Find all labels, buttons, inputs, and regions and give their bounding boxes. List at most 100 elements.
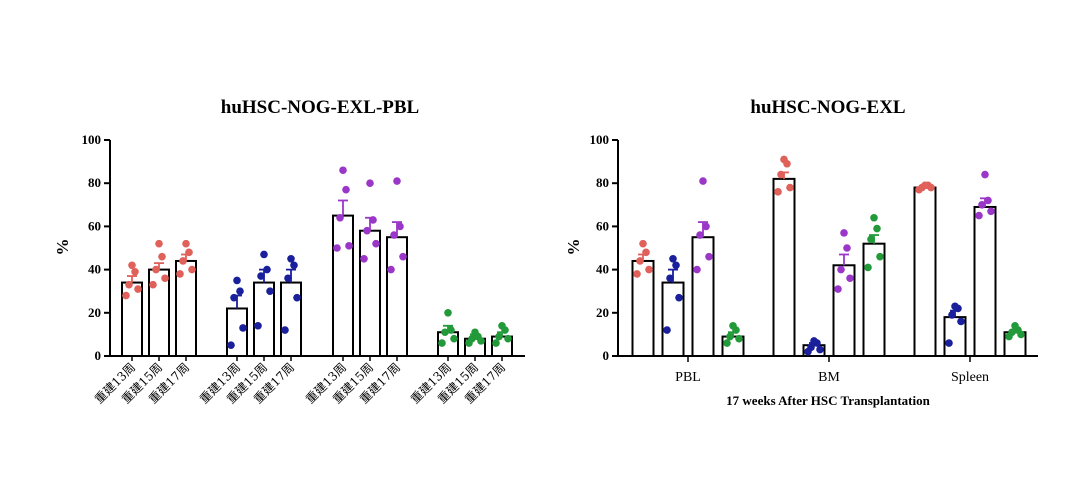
chart-1-data-point <box>372 239 380 248</box>
chart-1-data-point <box>287 254 295 263</box>
chart-2-data-point <box>843 244 851 252</box>
chart-1-data-point <box>339 166 347 175</box>
chart-2-data-point <box>642 248 650 257</box>
chart-2-data-point <box>702 222 710 231</box>
chart-1-data-point <box>390 231 398 239</box>
chart-1-data-point <box>441 328 449 337</box>
chart-2-data-point <box>735 334 743 343</box>
chart-2-data-point <box>921 181 929 190</box>
chart-1-data-point <box>366 179 374 187</box>
chart-1-data-point <box>393 177 401 185</box>
chart-1-data-point <box>399 252 407 261</box>
chart-1-bar <box>359 229 381 357</box>
chart-1-y-tick-label: 40 <box>88 262 101 277</box>
chart-2-data-point <box>705 252 713 261</box>
chart-2-y-tick-label: 20 <box>596 305 609 320</box>
chart-2-data-point <box>774 188 782 196</box>
chart-2-data-point <box>726 332 734 341</box>
chart-1-data-point <box>363 226 371 235</box>
chart-1-data-point <box>179 257 187 265</box>
chart-2-data-point <box>666 274 674 283</box>
chart-2-data-point <box>663 326 671 334</box>
chart-2-data-point <box>864 263 872 272</box>
chart-2: huHSC-NOG-EXL % 17 weeks After HSC Trans… <box>564 97 1038 408</box>
chart-1-bar <box>332 214 354 357</box>
chart-2-data-point <box>867 235 875 244</box>
chart-2-data-point <box>834 285 842 293</box>
chart-2-y-tick-label: 80 <box>596 175 609 190</box>
chart-1-data-point <box>254 321 262 330</box>
chart-2-data-point <box>876 252 884 261</box>
chart-1-data-point <box>185 248 193 257</box>
chart-2-data-point <box>1008 328 1016 337</box>
chart-1-data-point <box>233 276 241 285</box>
chart-1-title: huHSC-NOG-EXL-PBL <box>221 97 419 118</box>
chart-1-ylabel: % <box>53 239 72 256</box>
chart-2-data-point <box>975 211 983 220</box>
chart-1-data-point <box>492 339 500 347</box>
chart-1-data-point <box>336 213 344 222</box>
chart-1-data-point <box>281 326 289 334</box>
chart-1-data-point <box>176 270 184 278</box>
chart-1-data-point <box>161 274 169 283</box>
chart-2-data-point <box>981 170 989 179</box>
chart-1-data-point <box>236 287 244 296</box>
chart-2-data-point <box>729 321 737 330</box>
chart-1-data-point <box>131 267 139 276</box>
chart-2-data-point <box>780 155 788 164</box>
chart-2-data-point <box>807 343 815 352</box>
chart-1-data-point <box>128 261 136 270</box>
chart-1-data-point <box>495 332 503 341</box>
chart-2-data-point <box>840 229 848 237</box>
chart-1-data-point <box>134 285 142 293</box>
chart-1-data-point <box>239 324 247 332</box>
chart-1-data-point <box>345 242 353 250</box>
chart-1-y-tick-label: 80 <box>88 175 101 190</box>
chart-2-data-point <box>1011 321 1019 330</box>
chart-1-bar <box>280 281 302 357</box>
chart-2-bar <box>973 205 997 357</box>
chart-2-data-point <box>810 337 818 345</box>
chart-2-data-point <box>723 339 731 347</box>
chart-2-data-point <box>699 177 707 185</box>
chart-1-data-point <box>122 291 130 300</box>
chart-1-y-tick-label: 20 <box>88 305 101 320</box>
chart-2-category-label: BM <box>818 370 840 385</box>
chart-1-data-point <box>444 309 452 317</box>
chart-1-data-point <box>468 334 476 343</box>
chart-2-bar <box>772 177 796 357</box>
chart-2-title: huHSC-NOG-EXL <box>750 97 905 118</box>
chart-2-data-point <box>978 201 986 209</box>
chart-1-data-point <box>152 265 160 274</box>
chart-2-data-point <box>777 170 785 179</box>
chart-1-data-point <box>158 252 166 261</box>
chart-1-data-point <box>342 185 350 194</box>
chart-1-y-tick-label: 0 <box>95 348 102 363</box>
chart-1-data-point <box>257 272 265 280</box>
chart-1-data-point <box>447 326 455 334</box>
chart-2-data-point <box>669 254 677 263</box>
chart-2-data-point <box>873 224 881 233</box>
chart-1-data-point <box>333 244 341 252</box>
chart-1-data-point <box>290 261 298 270</box>
chart-2-data-point <box>984 196 992 205</box>
chart-2-data-point <box>675 293 683 302</box>
chart-2-category-label: PBL <box>675 370 701 385</box>
chart-2-data-point <box>693 265 701 274</box>
chart-1-data-point <box>182 239 190 248</box>
chart-1-data-point <box>284 274 292 283</box>
chart-2-category-label: Spleen <box>951 370 989 385</box>
chart-2-data-point <box>696 231 704 239</box>
chart-2-data-point <box>639 239 647 248</box>
chart-2-data-point <box>987 207 995 216</box>
chart-2-data-point <box>645 265 653 274</box>
chart-2-bar <box>862 242 886 357</box>
chart-1-data-point <box>504 334 512 343</box>
chart-2-data-point <box>636 257 644 265</box>
chart-2-data-point <box>846 274 854 283</box>
chart-2-xlabel: 17 weeks After HSC Transplantation <box>726 393 930 408</box>
chart-1-data-point <box>293 293 301 302</box>
chart-1-data-point <box>155 239 163 248</box>
